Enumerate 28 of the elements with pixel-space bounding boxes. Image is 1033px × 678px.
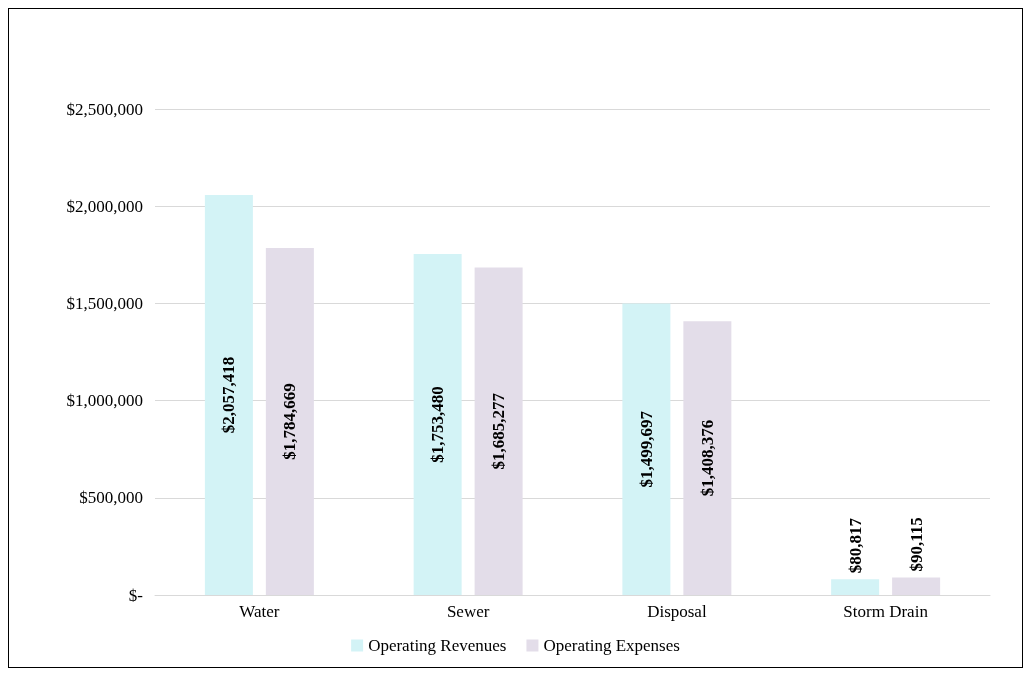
legend-label: Operating Expenses xyxy=(543,636,680,655)
x-tick-label: Disposal xyxy=(647,602,707,621)
bar xyxy=(683,321,732,595)
x-tick-label: Water xyxy=(239,602,280,621)
x-tick-label: Sewer xyxy=(446,602,490,621)
bar xyxy=(204,195,253,595)
legend-label: Operating Revenues xyxy=(368,636,507,655)
data-label: $2,057,418 xyxy=(219,356,239,434)
y-tick-label: $- xyxy=(128,585,144,605)
data-label: $80,817 xyxy=(845,517,865,574)
bar xyxy=(892,577,941,595)
y-tick-label: $1,500,000 xyxy=(66,293,143,313)
x-tick-label: Storm Drain xyxy=(843,602,929,621)
y-tick-label: $2,500,000 xyxy=(66,99,143,119)
bar xyxy=(265,248,314,595)
data-label: $1,685,277 xyxy=(489,392,509,470)
bar xyxy=(474,267,523,595)
bar xyxy=(413,254,462,595)
data-label: $1,408,376 xyxy=(697,419,717,497)
y-tick-label: $1,000,000 xyxy=(66,391,143,411)
data-label: $1,753,480 xyxy=(428,386,448,463)
y-tick-label: $2,000,000 xyxy=(66,196,143,216)
data-label: $1,499,697 xyxy=(636,410,656,488)
data-label: $1,784,669 xyxy=(280,383,300,460)
bar xyxy=(622,303,671,595)
data-label: $90,115 xyxy=(906,517,926,572)
y-tick-label: $500,000 xyxy=(79,488,143,508)
bar xyxy=(831,579,880,595)
